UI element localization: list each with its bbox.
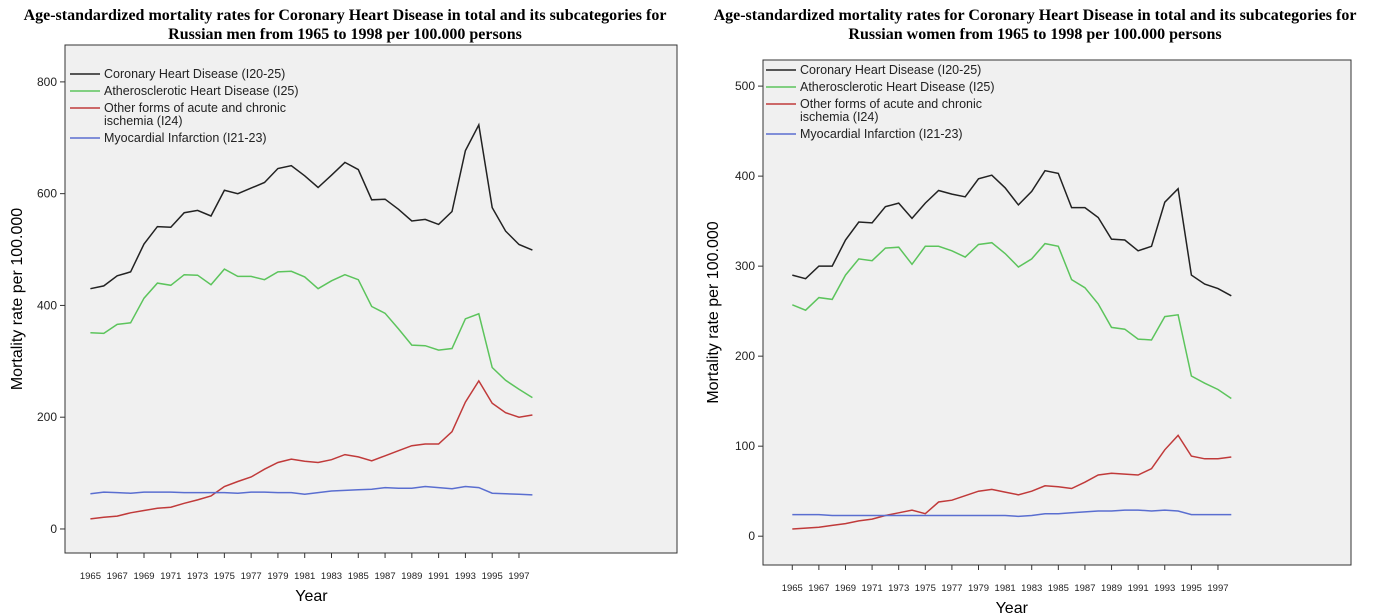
x-tick-label: 1993 [455, 571, 476, 582]
y-axis-label: Mortality rate per 100.000 [705, 221, 722, 403]
x-tick-label: 1983 [321, 571, 342, 582]
x-tick-label: 1973 [187, 571, 208, 582]
legend-label: Coronary Heart Disease (I20-25) [104, 67, 286, 81]
x-tick-label: 1991 [428, 571, 449, 582]
y-tick-label: 0 [50, 522, 57, 536]
chart-title: Age-standardized mortality rates for Cor… [713, 7, 1357, 43]
x-tick-label: 1967 [808, 583, 829, 594]
x-axis-label: Year [996, 600, 1029, 613]
x-tick-label: 1981 [294, 571, 315, 582]
legend: Coronary Heart Disease (I20-25) Atheroscl… [70, 68, 319, 149]
plot-area [762, 59, 1352, 566]
series-line [792, 241, 1232, 400]
x-tick-label: 1979 [968, 583, 989, 594]
legend-swatch [766, 86, 796, 88]
x-tick-label: 1971 [862, 583, 883, 594]
x-tick-label: 1985 [1048, 583, 1069, 594]
series-line [90, 122, 533, 290]
y-tick-label: 600 [37, 187, 57, 201]
x-axis-label: Year [295, 588, 328, 605]
x-tick-label: 1977 [941, 583, 962, 594]
legend-label: Coronary Heart Disease (I20-25) [800, 63, 982, 77]
x-tick-label: 1993 [1154, 583, 1175, 594]
x-tick-label: 1985 [348, 571, 369, 582]
x-tick-label: 1991 [1128, 583, 1149, 594]
x-tick-label: 1965 [80, 571, 101, 582]
legend-label: Atherosclerotic Heart Disease (I25) [104, 84, 299, 98]
series-line [90, 379, 533, 520]
legend-label: Myocardial Infarction (I21-23) [104, 131, 267, 145]
x-tick-label: 1967 [107, 571, 128, 582]
legend-swatch [70, 137, 100, 139]
legend-entry: Atherosclerotic Heart Disease (I25) [70, 85, 319, 98]
y-axis-label: Mortality rate per 100.000 [9, 208, 26, 390]
y-tick-label: 200 [37, 410, 57, 424]
legend-swatch [766, 133, 796, 135]
series-line [90, 485, 533, 496]
x-tick-label: 1987 [1074, 583, 1095, 594]
legend-swatch [766, 103, 796, 105]
legend-entry: Myocardial Infarction (I21-23) [70, 132, 319, 145]
y-tick-label: 100 [735, 439, 755, 453]
x-tick-label: 1975 [214, 571, 235, 582]
legend-label: Myocardial Infarction (I21-23) [800, 127, 963, 141]
legend-swatch [70, 90, 100, 92]
x-tick-label: 1965 [782, 583, 803, 594]
legend-entry: Coronary Heart Disease (I20-25) [70, 68, 319, 81]
legend-swatch [70, 73, 100, 75]
series-line [792, 509, 1232, 518]
series-line [792, 434, 1232, 530]
y-tick-label: 500 [735, 79, 755, 93]
legend: Coronary Heart Disease (I20-25) Atheroscl… [766, 64, 1015, 145]
legend-swatch [70, 107, 100, 109]
series-line [792, 169, 1232, 297]
x-tick-label: 1989 [1101, 583, 1122, 594]
plot-area [64, 44, 678, 554]
y-tick-label: 800 [37, 75, 57, 89]
x-tick-label: 1969 [133, 571, 154, 582]
x-tick-label: 1969 [835, 583, 856, 594]
x-tick-label: 1997 [508, 571, 529, 582]
legend-label: Other forms of acute and chronic ischemi… [800, 97, 983, 124]
x-tick-label: 1997 [1207, 583, 1228, 594]
x-tick-label: 1995 [482, 571, 503, 582]
chart-title: Age-standardized mortality rates for Cor… [23, 7, 667, 43]
x-tick-label: 1979 [267, 571, 288, 582]
legend-swatch [766, 69, 796, 71]
legend-entry: Coronary Heart Disease (I20-25) [766, 64, 1015, 77]
y-tick-label: 400 [37, 298, 57, 312]
legend-label: Other forms of acute and chronic ischemi… [104, 101, 287, 128]
y-tick-label: 300 [735, 259, 755, 273]
series-line [90, 268, 533, 399]
x-tick-label: 1989 [401, 571, 422, 582]
legend-label: Atherosclerotic Heart Disease (I25) [800, 80, 995, 94]
x-tick-label: 1987 [374, 571, 395, 582]
legend-entry: Myocardial Infarction (I21-23) [766, 128, 1015, 141]
legend-entry: Other forms of acute and chronic ischemi… [766, 98, 1015, 124]
x-tick-label: 1983 [1021, 583, 1042, 594]
legend-entry: Other forms of acute and chronic ischemi… [70, 102, 319, 128]
x-tick-label: 1973 [888, 583, 909, 594]
legend-entry: Atherosclerotic Heart Disease (I25) [766, 81, 1015, 94]
x-tick-label: 1971 [160, 571, 181, 582]
x-tick-label: 1981 [995, 583, 1016, 594]
y-tick-label: 200 [735, 349, 755, 363]
y-tick-label: 0 [748, 529, 755, 543]
x-tick-label: 1975 [915, 583, 936, 594]
x-tick-label: 1977 [241, 571, 262, 582]
y-tick-label: 400 [735, 169, 755, 183]
x-tick-label: 1995 [1181, 583, 1202, 594]
